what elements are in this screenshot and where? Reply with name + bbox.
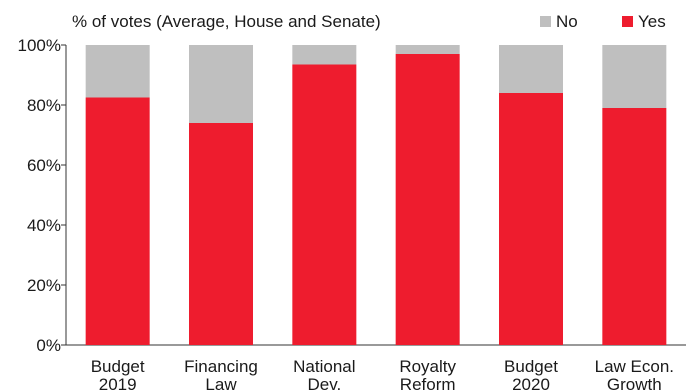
x-tick-label: Dev.: [307, 375, 341, 392]
y-tick-label: 20%: [27, 276, 61, 295]
x-tick-label: National: [293, 357, 355, 376]
bar-yes: [602, 108, 667, 345]
x-axis-labels: Budget2019FinancingLawNationalDev.Royalt…: [91, 357, 674, 392]
legend-swatch-yes: [622, 16, 633, 27]
chart-title: % of votes (Average, House and Senate): [72, 12, 381, 31]
bars: [85, 45, 667, 345]
bar-yes: [85, 97, 150, 345]
legend-label-yes: Yes: [638, 12, 666, 31]
x-tick-label: Financing: [184, 357, 258, 376]
y-tick-label: 80%: [27, 96, 61, 115]
x-tick-label: 2019: [99, 375, 137, 392]
legend-label-no: No: [556, 12, 578, 31]
y-axis: 0% 20% 40% 60% 80% 100%: [18, 36, 686, 355]
bar-no: [395, 45, 460, 54]
bar-no: [85, 45, 150, 98]
legend: No Yes: [540, 12, 666, 31]
bar-no: [189, 45, 253, 123]
y-tick-label: 100%: [18, 36, 61, 55]
x-tick-label: Law: [205, 375, 237, 392]
x-tick-label: Royalty: [399, 357, 456, 376]
bar-no: [602, 45, 667, 108]
bar-yes: [395, 54, 460, 345]
bar-no: [292, 45, 357, 65]
bar-yes: [292, 64, 357, 345]
x-tick-label: Growth: [607, 375, 662, 392]
y-tick-label: 60%: [27, 156, 61, 175]
bar-yes: [189, 123, 253, 345]
legend-swatch-no: [540, 16, 551, 27]
x-tick-label: Reform: [400, 375, 456, 392]
bar-yes: [499, 93, 563, 345]
y-tick-label: 0%: [36, 336, 61, 355]
y-tick-label: 40%: [27, 216, 61, 235]
x-tick-label: 2020: [512, 375, 550, 392]
bar-no: [499, 45, 563, 93]
x-tick-label: Budget: [504, 357, 558, 376]
x-tick-label: Law Econ.: [595, 357, 674, 376]
x-tick-label: Budget: [91, 357, 145, 376]
